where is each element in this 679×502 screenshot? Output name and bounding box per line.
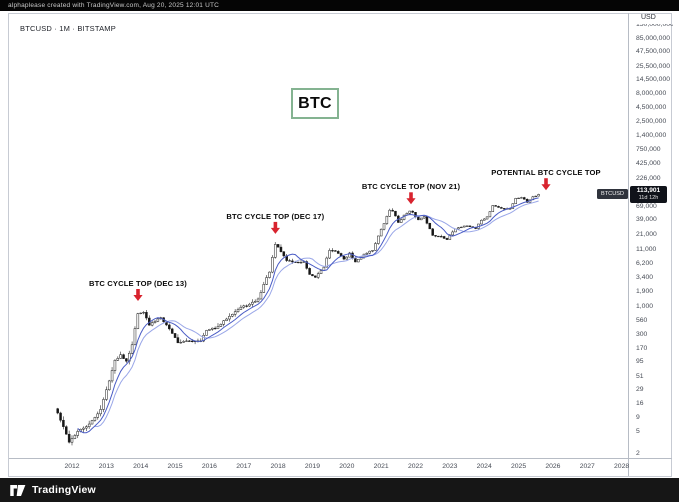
price-tick-label: 25,500,000 bbox=[636, 63, 671, 71]
year-label: 2016 bbox=[201, 463, 217, 470]
year-label: 2015 bbox=[167, 463, 183, 470]
price-axis[interactable]: 150,000,000 85,000,000 47,500,000 25,500,00… bbox=[629, 24, 673, 457]
symbol-info[interactable]: BTCUSD · 1M · BITSTAMP bbox=[20, 24, 116, 33]
last-price-badge: 113,901 11d 12h bbox=[630, 186, 667, 203]
symbol-price-badge: BTCUSD bbox=[597, 189, 628, 199]
year-label: 2017 bbox=[236, 463, 252, 470]
price-tick-label: 39,000 bbox=[636, 216, 657, 224]
price-tick-label: 14,500,000 bbox=[636, 76, 671, 84]
price-tick-label: 3,400 bbox=[636, 273, 654, 281]
cycle-top-annotation-label[interactable]: POTENTIAL BTC CYCLE TOP bbox=[491, 168, 601, 178]
chart-panel[interactable] bbox=[8, 13, 672, 477]
year-label: 2022 bbox=[407, 463, 424, 470]
price-tick-label: 560 bbox=[636, 316, 648, 324]
btc-text-box[interactable]: BTC bbox=[291, 88, 339, 119]
price-tick-label: 1,000 bbox=[636, 302, 654, 310]
price-tick-label: 425,000 bbox=[636, 159, 661, 167]
price-axis-separator bbox=[628, 13, 629, 476]
symbol-badge-text: BTCUSD bbox=[601, 191, 624, 197]
price-tick-label: 51 bbox=[636, 373, 644, 381]
footer-bar: TradingView bbox=[0, 478, 679, 502]
price-tick-label: 2,500,000 bbox=[636, 117, 667, 125]
time-axis[interactable]: 2012 2013 2014 2015 2016 2017 2018 2019 2020 2021… bbox=[0, 463, 679, 475]
price-tick-label: 47,500,000 bbox=[636, 48, 671, 56]
price-tick-label: 8,000,000 bbox=[636, 90, 667, 98]
btc-text: BTC bbox=[298, 94, 332, 112]
price-tick-label: 16 bbox=[636, 400, 644, 408]
price-tick-label: 29 bbox=[636, 386, 644, 394]
cycle-top-annotation-label[interactable]: BTC CYCLE TOP (DEC 17) bbox=[226, 211, 325, 221]
price-tick-label: 1,900 bbox=[636, 287, 654, 295]
price-tick-label: 5 bbox=[636, 427, 640, 435]
currency-label: USD bbox=[641, 14, 656, 21]
year-label: 2025 bbox=[510, 463, 527, 470]
ma-slow-line bbox=[94, 200, 539, 428]
year-label: 2027 bbox=[579, 463, 595, 470]
cycle-top-annotation-label[interactable]: BTC CYCLE TOP (NOV 21) bbox=[361, 182, 461, 192]
last-price-value: 113,901 bbox=[636, 187, 661, 194]
cycle-top-annotation-label[interactable]: BTC CYCLE TOP (DEC 13) bbox=[88, 279, 187, 288]
price-tick-label: 1,400,000 bbox=[636, 131, 667, 139]
year-label: 2024 bbox=[476, 463, 492, 470]
price-tick-label: 170 bbox=[636, 344, 648, 352]
cycle-top-arrow[interactable] bbox=[541, 178, 551, 191]
tradingview-logo-icon[interactable] bbox=[10, 484, 27, 496]
price-tick-label: 11,000 bbox=[636, 246, 657, 254]
year-label: 2018 bbox=[270, 463, 286, 470]
year-label: 2012 bbox=[64, 463, 80, 470]
bar-countdown: 11d 12h bbox=[638, 195, 659, 201]
year-label: 2028 bbox=[614, 463, 630, 470]
price-tick-label: 9 bbox=[636, 414, 640, 422]
attribution-text: alphaplease created with TradingView.com… bbox=[8, 2, 220, 9]
price-tick-label: 85,000,000 bbox=[636, 34, 671, 42]
tradingview-wordmark[interactable]: TradingView bbox=[32, 484, 96, 496]
price-tick-label: 6,200 bbox=[636, 259, 654, 267]
price-tick-label: 750,000 bbox=[636, 146, 661, 154]
price-tick-label: 226,000 bbox=[636, 174, 661, 182]
price-tick-label: 150,000,000 bbox=[636, 24, 673, 29]
attribution-bar: alphaplease created with TradingView.com… bbox=[0, 0, 679, 11]
year-label: 2023 bbox=[442, 463, 458, 470]
year-label: 2013 bbox=[98, 463, 114, 470]
year-label: 2026 bbox=[545, 463, 561, 470]
ma-fast-line bbox=[77, 197, 539, 434]
cycle-top-arrow[interactable] bbox=[270, 221, 280, 234]
year-label: 2019 bbox=[304, 463, 320, 470]
year-label: 2020 bbox=[339, 463, 355, 470]
price-tick-label: 21,000 bbox=[636, 230, 657, 238]
cycle-top-arrow[interactable] bbox=[406, 192, 416, 205]
price-tick-label: 4,500,000 bbox=[636, 104, 667, 112]
time-axis-separator bbox=[9, 458, 672, 459]
year-label: 2014 bbox=[133, 463, 149, 470]
price-tick-label: 69,000 bbox=[636, 202, 657, 210]
price-tick-label: 300 bbox=[636, 331, 648, 339]
price-tick-label: 2 bbox=[636, 449, 640, 457]
year-label: 2021 bbox=[373, 463, 389, 470]
price-tick-label: 95 bbox=[636, 358, 644, 366]
cycle-top-arrow[interactable] bbox=[133, 289, 143, 301]
